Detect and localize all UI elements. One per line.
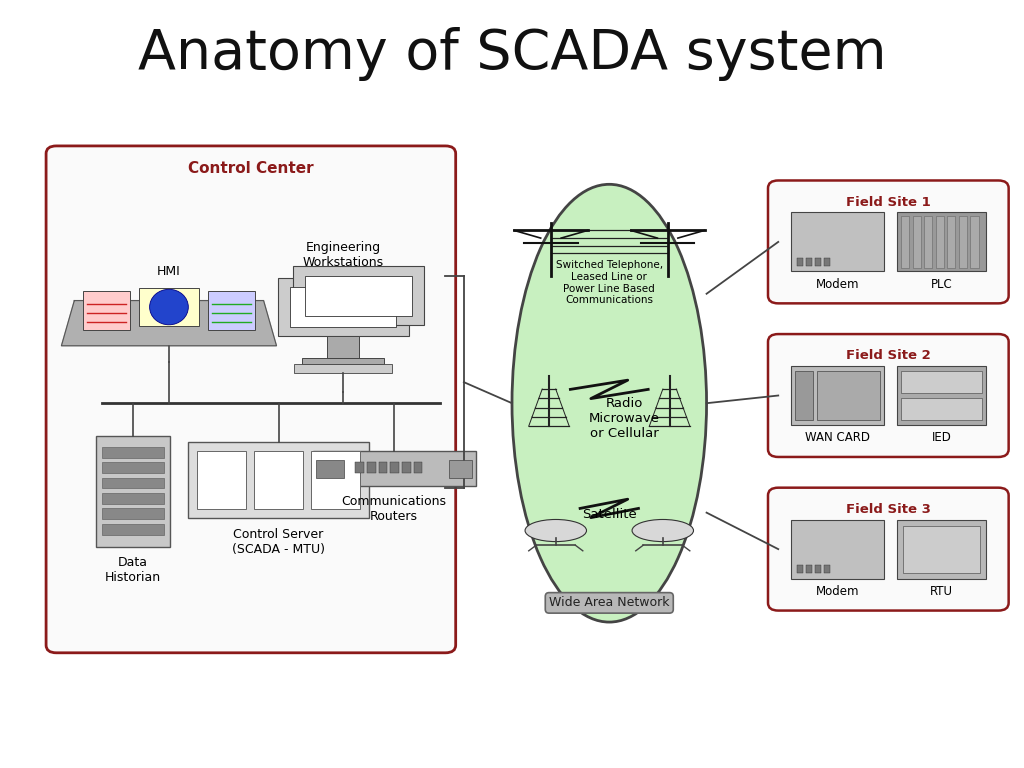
Bar [139, 288, 199, 326]
Bar [102, 462, 164, 473]
Text: Field Site 2: Field Site 2 [846, 349, 931, 362]
Bar [925, 217, 933, 267]
Text: PLC: PLC [931, 277, 952, 290]
FancyBboxPatch shape [768, 488, 1009, 611]
Bar [290, 287, 396, 327]
Bar [971, 217, 979, 267]
Bar [815, 258, 821, 266]
Bar [897, 212, 986, 271]
Text: Modem: Modem [815, 585, 859, 598]
Polygon shape [61, 300, 276, 346]
Text: Satellite: Satellite [582, 508, 637, 521]
Bar [817, 371, 880, 421]
Bar [449, 460, 472, 478]
Ellipse shape [525, 519, 587, 541]
Bar [806, 258, 812, 266]
Bar [254, 451, 303, 509]
Bar [806, 565, 812, 573]
Bar [379, 462, 387, 473]
Bar [402, 462, 411, 473]
Bar [897, 520, 986, 579]
Bar [797, 258, 803, 266]
Bar [102, 478, 164, 488]
Bar [311, 451, 360, 509]
Ellipse shape [150, 290, 188, 325]
Bar [912, 217, 921, 267]
Bar [367, 462, 376, 473]
Bar [102, 524, 164, 535]
Bar [390, 462, 399, 473]
FancyBboxPatch shape [768, 334, 1009, 457]
Text: WAN CARD: WAN CARD [805, 432, 869, 444]
Bar [824, 565, 830, 573]
Bar [901, 217, 909, 267]
Bar [824, 258, 830, 266]
Bar [83, 291, 130, 329]
Bar [327, 336, 359, 358]
Bar [897, 366, 986, 425]
Text: Field Site 1: Field Site 1 [846, 196, 931, 209]
Bar [797, 565, 803, 573]
Text: HMI: HMI [157, 265, 181, 278]
Text: Radio
Microwave
or Cellular: Radio Microwave or Cellular [589, 397, 660, 440]
Bar [947, 217, 955, 267]
Bar [208, 291, 255, 329]
Bar [903, 526, 980, 573]
Bar [96, 436, 170, 547]
Ellipse shape [512, 184, 707, 622]
Bar [188, 442, 369, 518]
Bar [901, 399, 982, 421]
Bar [958, 217, 967, 267]
Text: Communications
Routers: Communications Routers [342, 495, 446, 523]
Bar [795, 371, 813, 421]
Bar [901, 371, 982, 392]
Bar [197, 451, 246, 509]
Bar [414, 462, 422, 473]
Bar [278, 278, 409, 336]
Bar [355, 462, 364, 473]
Bar [102, 447, 164, 458]
Bar [936, 217, 944, 267]
Ellipse shape [632, 519, 693, 541]
Text: Field Site 3: Field Site 3 [846, 503, 931, 516]
Text: Control Server
(SCADA - MTU): Control Server (SCADA - MTU) [232, 528, 325, 555]
FancyBboxPatch shape [46, 146, 456, 653]
Bar [305, 276, 412, 316]
Bar [102, 493, 164, 504]
Text: Wide Area Network: Wide Area Network [549, 597, 670, 609]
Text: Data
Historian: Data Historian [105, 556, 161, 584]
Bar [815, 565, 821, 573]
Text: Modem: Modem [815, 277, 859, 290]
FancyBboxPatch shape [768, 180, 1009, 303]
Text: Control Center: Control Center [188, 161, 313, 177]
Text: Anatomy of SCADA system: Anatomy of SCADA system [137, 27, 887, 81]
Bar [293, 266, 424, 325]
Text: RTU: RTU [930, 585, 953, 598]
Bar [791, 366, 884, 425]
Text: Switched Telephone,
Leased Line or
Power Line Based
Communications: Switched Telephone, Leased Line or Power… [556, 260, 663, 305]
Bar [791, 212, 884, 271]
Bar [312, 452, 476, 486]
Text: Engineering
Workstations: Engineering Workstations [302, 241, 384, 269]
Bar [316, 460, 344, 478]
Bar [791, 520, 884, 579]
Bar [294, 364, 392, 373]
Bar [102, 508, 164, 519]
Text: IED: IED [932, 432, 951, 444]
Bar [302, 358, 384, 364]
